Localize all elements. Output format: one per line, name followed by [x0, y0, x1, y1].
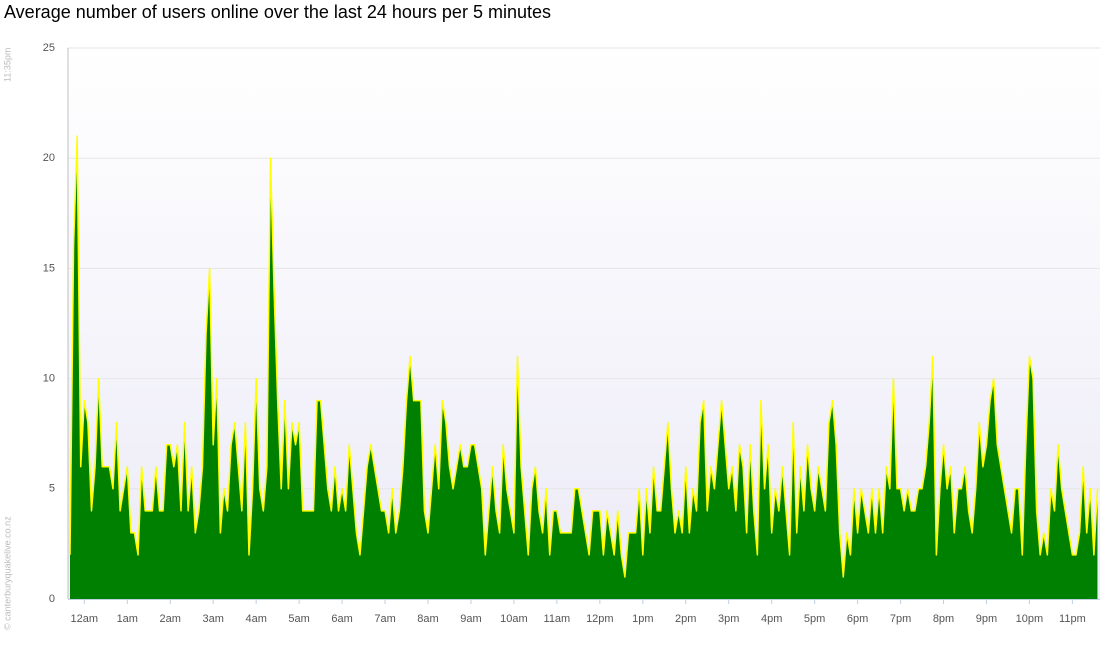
x-tick-label: 6am: [331, 613, 352, 625]
x-tick-label: 2am: [160, 613, 181, 625]
x-tick-label: 4am: [245, 613, 266, 625]
x-tick-label: 7am: [374, 613, 395, 625]
x-tick-label: 12am: [71, 613, 99, 625]
x-tick-label: 5am: [288, 613, 309, 625]
x-tick-label: 9pm: [976, 613, 997, 625]
line: [69, 135, 1099, 578]
x-tick-label: 11pm: [1059, 613, 1086, 625]
x-tick-label: 6pm: [847, 613, 868, 625]
y-tick-label: 10: [43, 373, 55, 385]
x-tick-label: 3pm: [718, 613, 739, 625]
chart-title: Average number of users online over the …: [4, 2, 551, 22]
x-tick-label: 7pm: [890, 613, 911, 625]
y-tick-label: 20: [43, 152, 55, 164]
x-tick-label: 1pm: [632, 613, 653, 625]
x-tick-label: 12pm: [586, 613, 614, 625]
plot: 0 5 10 15 20 25 12am 1am 2am 3am 4am 5am 6am 7am 8am 9a…: [43, 42, 1100, 625]
y-tick-label: 5: [49, 483, 55, 495]
x-tick-label: 1am: [117, 613, 138, 625]
credit: © canterburyquakelive.co.nz: [2, 516, 12, 630]
x-tick-label: 2pm: [675, 613, 696, 625]
y-tick-label: 15: [43, 262, 55, 274]
x-tick-label: 4pm: [761, 613, 782, 625]
x-tick-label: 10am: [500, 613, 528, 625]
x-tick-label: 11am: [544, 613, 571, 625]
x-tick-label: 3am: [202, 613, 223, 625]
timestamp: 11:35pm: [2, 48, 12, 82]
x-tick-label: 8pm: [933, 613, 954, 625]
x-tick-label: 8am: [417, 613, 438, 625]
x-tick-label: 5pm: [804, 613, 825, 625]
x-tick-label: 10pm: [1016, 613, 1044, 625]
x-tick-label: 9am: [460, 613, 481, 625]
y-tick-label: 25: [43, 42, 55, 54]
y-tick-label: 0: [49, 593, 55, 605]
